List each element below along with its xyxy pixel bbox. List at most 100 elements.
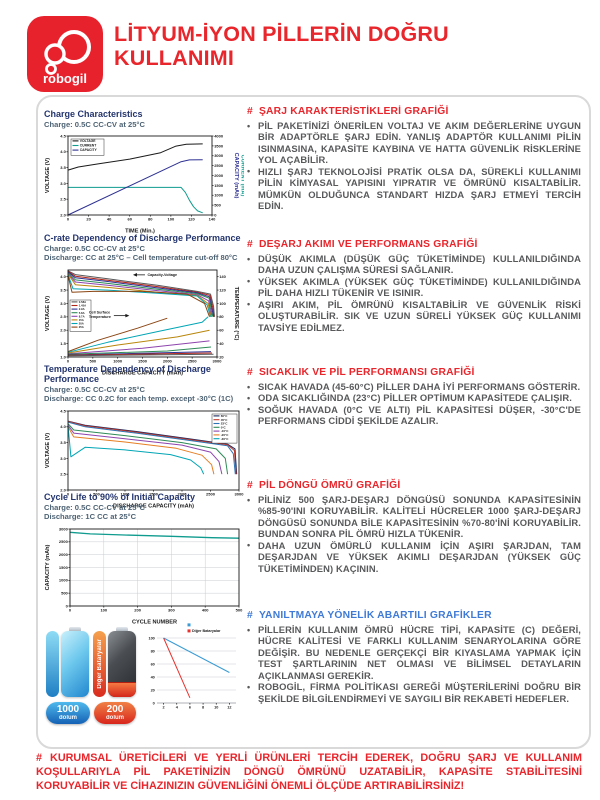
cycle-life-chart: 0 100 200 300 400 500 0 500 1000 1500 2000 2500 3000… <box>45 526 243 625</box>
bullet-item: • DÜŞÜK AKIMLA (DÜŞÜK GÜÇ TÜKETİMİNDE) KU… <box>247 253 581 276</box>
bullet-item: • PİLİNİZ 500 ŞARJ-DEŞARJ DÖNGÜSÜ SONUNDA… <box>247 494 581 540</box>
heading-text: SICAKLIK VE PİL PERFORMANSI GRAFİĞİ <box>258 367 475 378</box>
svg-text:23°C: 23°C <box>221 422 229 426</box>
bullet-item: • HIZLI ŞARJ TEKNOLOJİSİ PRATİK OLSA DA, … <box>247 166 581 212</box>
svg-text:500: 500 <box>236 608 243 613</box>
svg-text:2.5: 2.5 <box>60 314 66 319</box>
svg-text:Capacity-Voltage: Capacity-Voltage <box>147 273 177 277</box>
svg-text:8: 8 <box>202 706 204 710</box>
svg-text:1500: 1500 <box>149 492 159 497</box>
bullet-item: • PİLLERİN KULLANIM ÖMRÜ HÜCRE TİPİ, KAPA… <box>247 624 581 681</box>
heading-hash: # <box>247 610 253 621</box>
section: # PİL DÖNGÜ ÖMRÜ GRAFİĞİ • PİLİNİZ 500 ŞARJ… <box>247 480 581 574</box>
svg-text:3.5: 3.5 <box>60 287 66 292</box>
svg-text:-30°C: -30°C <box>221 437 230 441</box>
bullet-dot: • <box>247 681 251 692</box>
svg-text:4000: 4000 <box>214 134 224 139</box>
section: # ŞARJ KARAKTERİSTİKLERİ GRAFİĞİ • PİL PAKE… <box>247 106 581 212</box>
svg-text:140: 140 <box>219 274 226 279</box>
page-title: LİTYUM-İYON PİLLERİN DOĞRU KULLANIMI <box>114 22 449 71</box>
other-batteries-vertical-label: Diğer Bataryalar <box>96 639 103 689</box>
depleted-battery-illustration <box>108 631 136 697</box>
fill-count-comparison-chart: 2 4 6 8 10 12 0 20 40 60 80 100 Diğer Bataryalar <box>148 623 236 710</box>
chart-subtitle: Charge: 0.5C CC-CV at 25°C <box>44 385 145 394</box>
chart-title: C-rate Dependency of Discharge Performan… <box>44 233 241 243</box>
svg-text:VOLTAGE (V): VOLTAGE (V) <box>45 296 51 331</box>
bullet-dot: • <box>247 494 251 505</box>
heading-text: YANILTMAYA YÖNELİK ABARTILI GRAFİKLER <box>258 610 492 621</box>
svg-text:500: 500 <box>214 203 221 208</box>
svg-text:DISCHARGE CAPACITY (mAh): DISCHARGE CAPACITY (mAh) <box>113 503 194 509</box>
bullet-dot: • <box>247 392 251 403</box>
heading-hash: # <box>247 367 253 378</box>
chart-title: Charge Characteristics <box>44 109 143 119</box>
svg-text:CURRENT: CURRENT <box>80 144 98 148</box>
bullet-item: • ODA SICAKLIĞINDA (23°C) PİLLER OPTİMUM … <box>247 392 581 403</box>
svg-text:120: 120 <box>219 287 226 292</box>
bullet-text: PİLİNİZ 500 ŞARJ-DEŞARJ DÖNGÜSÜ SONUNDA … <box>258 494 581 540</box>
svg-text:100: 100 <box>219 301 226 306</box>
other-batteries-bar: Diğer Bataryalar <box>93 631 106 697</box>
svg-text:0: 0 <box>69 608 72 613</box>
svg-text:2500: 2500 <box>214 164 224 169</box>
chart-subtitle: Charge: 0.5C CC-CV at 25°C <box>44 244 145 253</box>
svg-text:DISCHARGE CAPACITY (mAh): DISCHARGE CAPACITY (mAh) <box>102 370 183 376</box>
svg-text:40: 40 <box>219 341 224 346</box>
svg-text:4.0: 4.0 <box>60 424 66 429</box>
svg-text:1000: 1000 <box>59 578 69 583</box>
fill-count-unit: dolum <box>59 715 77 721</box>
svg-text:120: 120 <box>188 217 195 222</box>
svg-text:2.9A: 2.9A <box>79 307 85 311</box>
svg-text:CYCLE NUMBER: CYCLE NUMBER <box>132 619 177 625</box>
svg-text:10: 10 <box>214 706 218 710</box>
battery-cap <box>69 627 81 632</box>
bullet-dot: • <box>247 381 251 392</box>
chart-title: Temperature Dependency of Discharge Perf… <box>44 364 211 384</box>
svg-text:2.0: 2.0 <box>60 487 66 492</box>
charge-characteristics-chart: 0 20 40 60 80 100 120 140 2.0 2.5 3.0 3.5 4.0 4.5 0 500… <box>45 134 245 235</box>
svg-text:Temperature: Temperature <box>89 315 111 319</box>
footer-text: KURUMSAL ÜRETİCİLERİ VE YERLİ ÜRÜNLERİ T… <box>36 752 582 793</box>
bullet-text: HIZLI ŞARJ TEKNOLOJİSİ PRATİK OLSA DA, S… <box>258 165 581 212</box>
svg-text:0: 0 <box>66 603 69 608</box>
svg-text:2500: 2500 <box>188 359 198 364</box>
svg-text:20: 20 <box>151 688 155 692</box>
bullet-item: • ROBOGİL, FİRMA POLİTİKASI GEREĞİ MÜŞTER… <box>247 681 581 704</box>
svg-text:VOLTAGE (V): VOLTAGE (V) <box>45 433 51 468</box>
svg-text:500: 500 <box>93 492 100 497</box>
svg-text:2: 2 <box>163 706 165 710</box>
svg-text:4.5: 4.5 <box>60 408 66 413</box>
svg-text:CURRENT (mA): CURRENT (mA) <box>240 155 245 197</box>
chart-subtitle: Discharge: 1C CC at 25°C <box>44 512 137 522</box>
chart-title: Cycle Life to 90% of Initial Capacity <box>44 492 196 502</box>
svg-text:5.8A: 5.8A <box>79 311 85 315</box>
bullet-item: • AŞIRI AKIM, PİL ÖMRÜNÜ KISALTABİLİR VE … <box>247 299 581 333</box>
svg-text:400: 400 <box>202 608 209 613</box>
svg-text:20: 20 <box>86 217 91 222</box>
bullet-dot: • <box>247 276 251 287</box>
svg-text:2000: 2000 <box>59 552 69 557</box>
svg-text:2500: 2500 <box>59 539 69 544</box>
depleted-battery-charge-level <box>108 682 136 697</box>
bullet-dot: • <box>247 624 251 635</box>
svg-text:4.0: 4.0 <box>60 150 66 155</box>
svg-text:3.5: 3.5 <box>60 165 66 170</box>
svg-text:4: 4 <box>176 706 179 710</box>
svg-text:1500: 1500 <box>59 565 69 570</box>
svg-text:-20°C: -20°C <box>221 433 230 437</box>
bullet-dot: • <box>247 404 251 415</box>
svg-text:15A: 15A <box>79 318 84 322</box>
bullet-dot: • <box>247 166 251 177</box>
svg-text:60: 60 <box>151 662 155 666</box>
svg-text:80: 80 <box>148 217 153 222</box>
bullet-dot: • <box>247 299 251 310</box>
svg-text:1000: 1000 <box>214 193 224 198</box>
bullet-text: PİLLERİN KULLANIM ÖMRÜ HÜCRE TİPİ, KAPAS… <box>258 624 581 681</box>
footer-note: # KURUMSAL ÜRETİCİLERİ VE YERLİ ÜRÜNLERİ … <box>36 751 582 793</box>
svg-text:3.0: 3.0 <box>60 301 66 306</box>
svg-text:2000: 2000 <box>214 173 224 178</box>
svg-text:100: 100 <box>168 217 175 222</box>
svg-text:1500: 1500 <box>214 183 224 188</box>
section-heading: # DEŞARJ AKIMI VE PERFORMANS GRAFİĞİ <box>247 239 581 250</box>
bullet-text: ROBOGİL, FİRMA POLİTİKASI GEREĞİ MÜŞTERİ… <box>258 681 581 704</box>
